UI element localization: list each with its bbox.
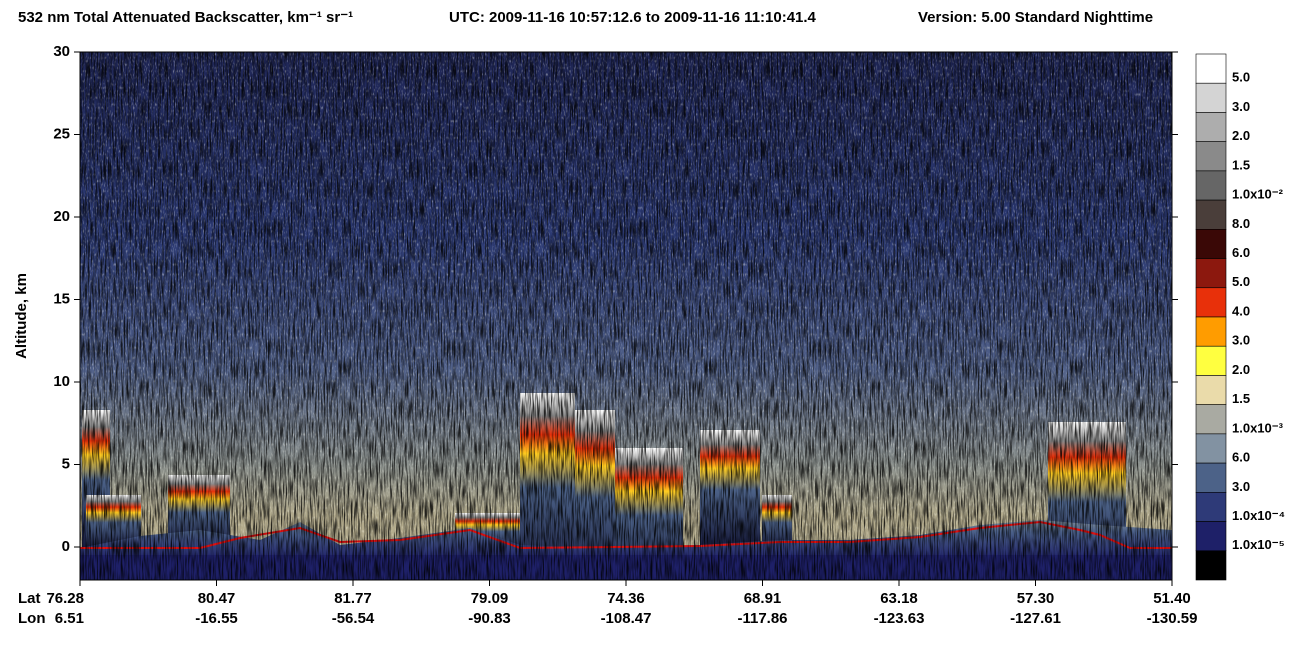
colorbar-label: 6.0 [1232, 450, 1250, 465]
colorbar-label: 5.0 [1232, 70, 1250, 85]
lat-tick-label: 74.36 [607, 590, 645, 607]
colorbar-swatch [1195, 287, 1227, 318]
colorbar-swatch [1195, 404, 1227, 435]
lon-tick-label: -123.63 [874, 610, 925, 627]
colorbar-label: 1.5 [1232, 391, 1250, 406]
y-tick-label: 15 [53, 290, 70, 307]
lon-tick-label: -16.55 [195, 610, 238, 627]
lat-tick-label: 76.28 [46, 590, 84, 607]
y-tick-label: 25 [53, 125, 70, 142]
y-tick-label: 20 [53, 208, 70, 225]
y-tick-label: 30 [53, 43, 70, 60]
colorbar-label: 2.0 [1232, 128, 1250, 143]
colorbar-label: 6.0 [1232, 245, 1250, 260]
lon-tick-label: 6.51 [55, 610, 84, 627]
colorbar-swatch [1195, 521, 1227, 552]
colorbar-label: 1.5 [1232, 157, 1250, 172]
colorbar-swatch [1195, 433, 1227, 464]
version-label: Version: 5.00 Standard Nighttime [918, 9, 1153, 26]
lat-tick-label: 81.77 [334, 590, 372, 607]
colorbar-swatch [1195, 170, 1227, 201]
lon-tick-label: -130.59 [1147, 610, 1198, 627]
colorbar-label: 1.0x10⁻⁴ [1232, 508, 1285, 523]
y-axis-label: Altitude, km [13, 273, 30, 359]
colorbar-swatch [1195, 199, 1227, 230]
colorbar-label: 8.0 [1232, 216, 1250, 231]
y-tick-label: 10 [53, 373, 70, 390]
colorbar-swatch [1195, 345, 1227, 376]
colorbar-label: 1.0x10⁻² [1232, 187, 1284, 202]
lat-tick-label: 63.18 [880, 590, 918, 607]
lon-tick-label: -127.61 [1010, 610, 1061, 627]
lon-tick-label: -90.83 [468, 610, 511, 627]
colorbar-swatch [1195, 53, 1227, 84]
colorbar-swatch [1195, 229, 1227, 259]
colorbar-swatch [1195, 462, 1227, 493]
colorbar-swatch [1195, 316, 1227, 347]
colorbar-swatch [1195, 375, 1227, 405]
colorbar-label: 4.0 [1232, 303, 1250, 318]
colorbar-label: 3.0 [1232, 99, 1250, 114]
colorbar-swatch [1195, 550, 1227, 581]
y-tick-label: 0 [62, 538, 70, 555]
lon-label: Lon [18, 610, 46, 627]
lat-tick-label: 79.09 [471, 590, 509, 607]
colorbar-label: 1.0x10⁻⁵ [1232, 537, 1285, 552]
colorbar-swatch [1195, 258, 1227, 289]
lon-tick-label: -108.47 [601, 610, 652, 627]
y-tick-label: 5 [62, 455, 70, 472]
chart-title: 532 nm Total Attenuated Backscatter, km⁻… [18, 9, 353, 26]
chart-subtitle: UTC: 2009-11-16 10:57:12.6 to 2009-11-16… [449, 9, 817, 26]
lat-tick-label: 57.30 [1017, 590, 1055, 607]
colorbar-label: 3.0 [1232, 479, 1250, 494]
lat-tick-label: 68.91 [744, 590, 782, 607]
lat-label: Lat [18, 590, 41, 607]
lon-tick-label: -117.86 [737, 610, 787, 627]
lon-tick-label: -56.54 [332, 610, 375, 627]
colorbar-swatch [1195, 82, 1227, 113]
lat-tick-label: 51.40 [1153, 590, 1191, 607]
backscatter-image [80, 52, 1172, 580]
colorbar-label: 5.0 [1232, 274, 1250, 289]
colorbar-label: 3.0 [1232, 333, 1250, 348]
colorbar-swatch [1195, 492, 1227, 522]
lat-tick-label: 80.47 [198, 590, 236, 607]
colorbar-swatch [1195, 112, 1227, 142]
colorbar-label: 2.0 [1232, 362, 1250, 377]
colorbar-label: 1.0x10⁻³ [1232, 420, 1284, 435]
colorbar-swatch [1195, 141, 1227, 172]
